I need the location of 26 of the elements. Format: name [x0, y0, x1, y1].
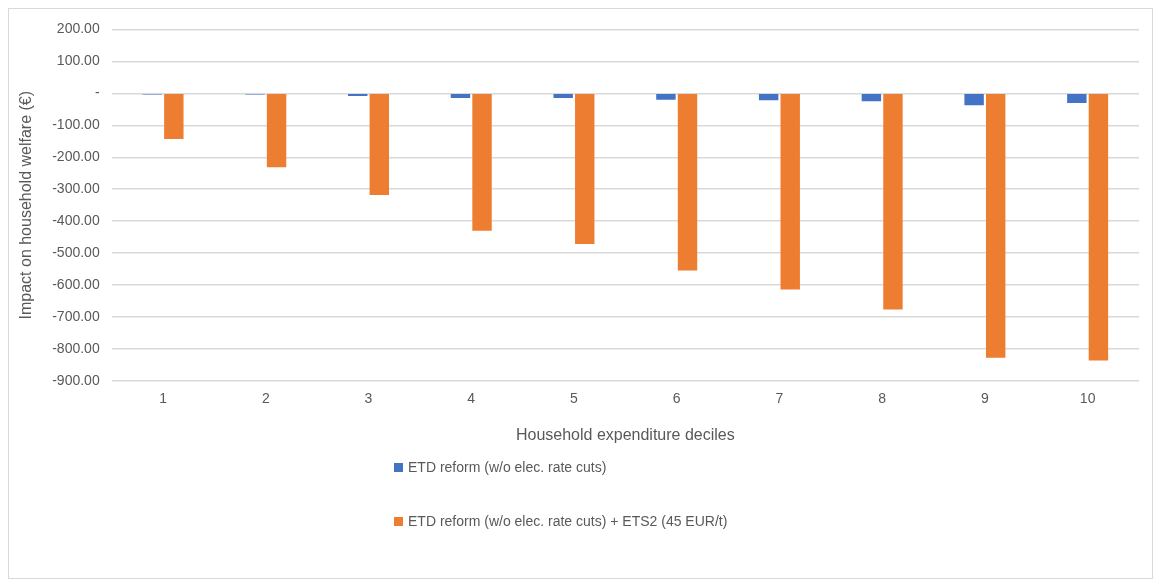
- y-tick-label: -800.00: [52, 339, 100, 356]
- y-tick-label: -900.00: [52, 371, 100, 388]
- x-tick-label: 3: [364, 390, 373, 407]
- x-tick-label: 4: [467, 390, 476, 407]
- y-tick-label: -200.00: [52, 148, 100, 165]
- x-tick-label: 1: [159, 390, 168, 407]
- x-tick-label: 9: [981, 390, 989, 407]
- y-tick-label: -500.00: [52, 244, 100, 260]
- y-axis-title: Impact on household welfare (€): [17, 90, 35, 320]
- y-tick-label: -300.00: [52, 180, 100, 197]
- legend-label: ETD reform (w/o elec. rate cuts): [408, 459, 607, 475]
- y-tick-label: -400.00: [52, 212, 100, 229]
- y-tick-label: -: [95, 84, 101, 101]
- x-tick-label: 5: [570, 390, 579, 407]
- x-tick-label: 2: [261, 390, 270, 407]
- x-tick-label: 10: [1079, 390, 1096, 407]
- y-tick-label: -100.00: [52, 116, 100, 133]
- x-tick-label: 8: [878, 390, 887, 407]
- x-tick-label: 6: [672, 390, 681, 407]
- x-axis-title: Household expenditure deciles: [515, 425, 735, 443]
- y-tick-label: 100.00: [56, 52, 100, 69]
- y-tick-label: -700.00: [52, 307, 100, 324]
- y-tick-label: -600.00: [52, 275, 100, 292]
- x-tick-label: 7: [775, 390, 784, 407]
- legend-label: ETD reform (w/o elec. rate cuts) + ETS2 (45 EUR/t): [408, 513, 728, 529]
- y-tick-label: 200.00: [56, 20, 100, 37]
